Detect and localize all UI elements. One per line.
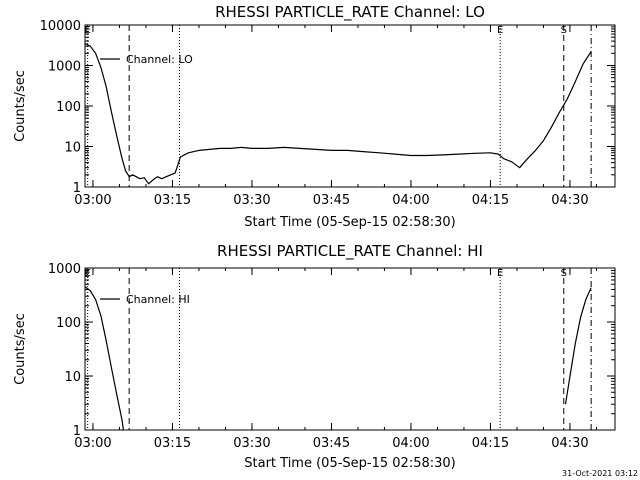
- x-tick-label: 03:30: [233, 436, 270, 451]
- y-tick-label: 100: [56, 100, 81, 115]
- x-tick-label: 03:45: [313, 193, 350, 208]
- y-tick-label: 10: [64, 141, 81, 156]
- x-tick-label: 04:00: [392, 193, 429, 208]
- y-tick-label: 10000: [40, 19, 81, 34]
- x-tick-label: 04:30: [551, 193, 588, 208]
- y-axis-label: Counts/sec: [13, 70, 28, 142]
- plot-frame: [84, 267, 616, 431]
- event-marker-label: E: [84, 268, 90, 279]
- plot-frame: [84, 24, 616, 188]
- x-axis-label: Start Time (05-Sep-15 02:58:30): [244, 215, 455, 230]
- chart-hi-channel: RHESSI PARTICLE_RATE Channel: HI Start Ti…: [13, 242, 616, 471]
- event-marker-label: E: [84, 25, 90, 36]
- chart-title: RHESSI PARTICLE_RATE Channel: HI: [217, 242, 483, 261]
- y-tick-label: 1000: [48, 262, 81, 277]
- event-marker-label: E: [497, 25, 503, 36]
- series-line: [564, 287, 592, 405]
- event-marker-label: S: [561, 25, 567, 36]
- footer-timestamp: 31-Oct-2021 03:12: [562, 469, 638, 478]
- event-marker-label: S: [561, 268, 567, 279]
- y-axis-label: Counts/sec: [13, 313, 28, 385]
- x-tick-label: 04:30: [551, 436, 588, 451]
- series-line: [84, 42, 592, 185]
- legend-entry: Channel: HI: [126, 293, 190, 306]
- x-tick-label: 03:00: [74, 436, 111, 451]
- x-tick-label: 04:15: [472, 436, 509, 451]
- x-axis-label: Start Time (05-Sep-15 02:58:30): [244, 456, 455, 471]
- y-tick-label: 10: [64, 370, 81, 385]
- x-tick-label: 03:00: [74, 193, 111, 208]
- y-tick-label: 1000: [48, 60, 81, 75]
- x-tick-label: 03:45: [313, 436, 350, 451]
- series-line: [84, 286, 124, 431]
- chart-lo-channel: RHESSI PARTICLE_RATE Channel: LO Start Ti…: [13, 3, 616, 230]
- x-tick-label: 03:30: [233, 193, 270, 208]
- event-marker-label: E: [497, 268, 503, 279]
- x-tick-label: 04:15: [472, 193, 509, 208]
- x-tick-label: 03:15: [154, 436, 191, 451]
- x-tick-label: 04:00: [392, 436, 429, 451]
- y-tick-label: 1: [73, 424, 81, 439]
- x-tick-label: 03:15: [154, 193, 191, 208]
- y-tick-label: 1: [73, 181, 81, 196]
- legend-entry: Channel: LO: [126, 53, 193, 66]
- y-tick-label: 100: [56, 316, 81, 331]
- chart-title: RHESSI PARTICLE_RATE Channel: LO: [215, 3, 485, 22]
